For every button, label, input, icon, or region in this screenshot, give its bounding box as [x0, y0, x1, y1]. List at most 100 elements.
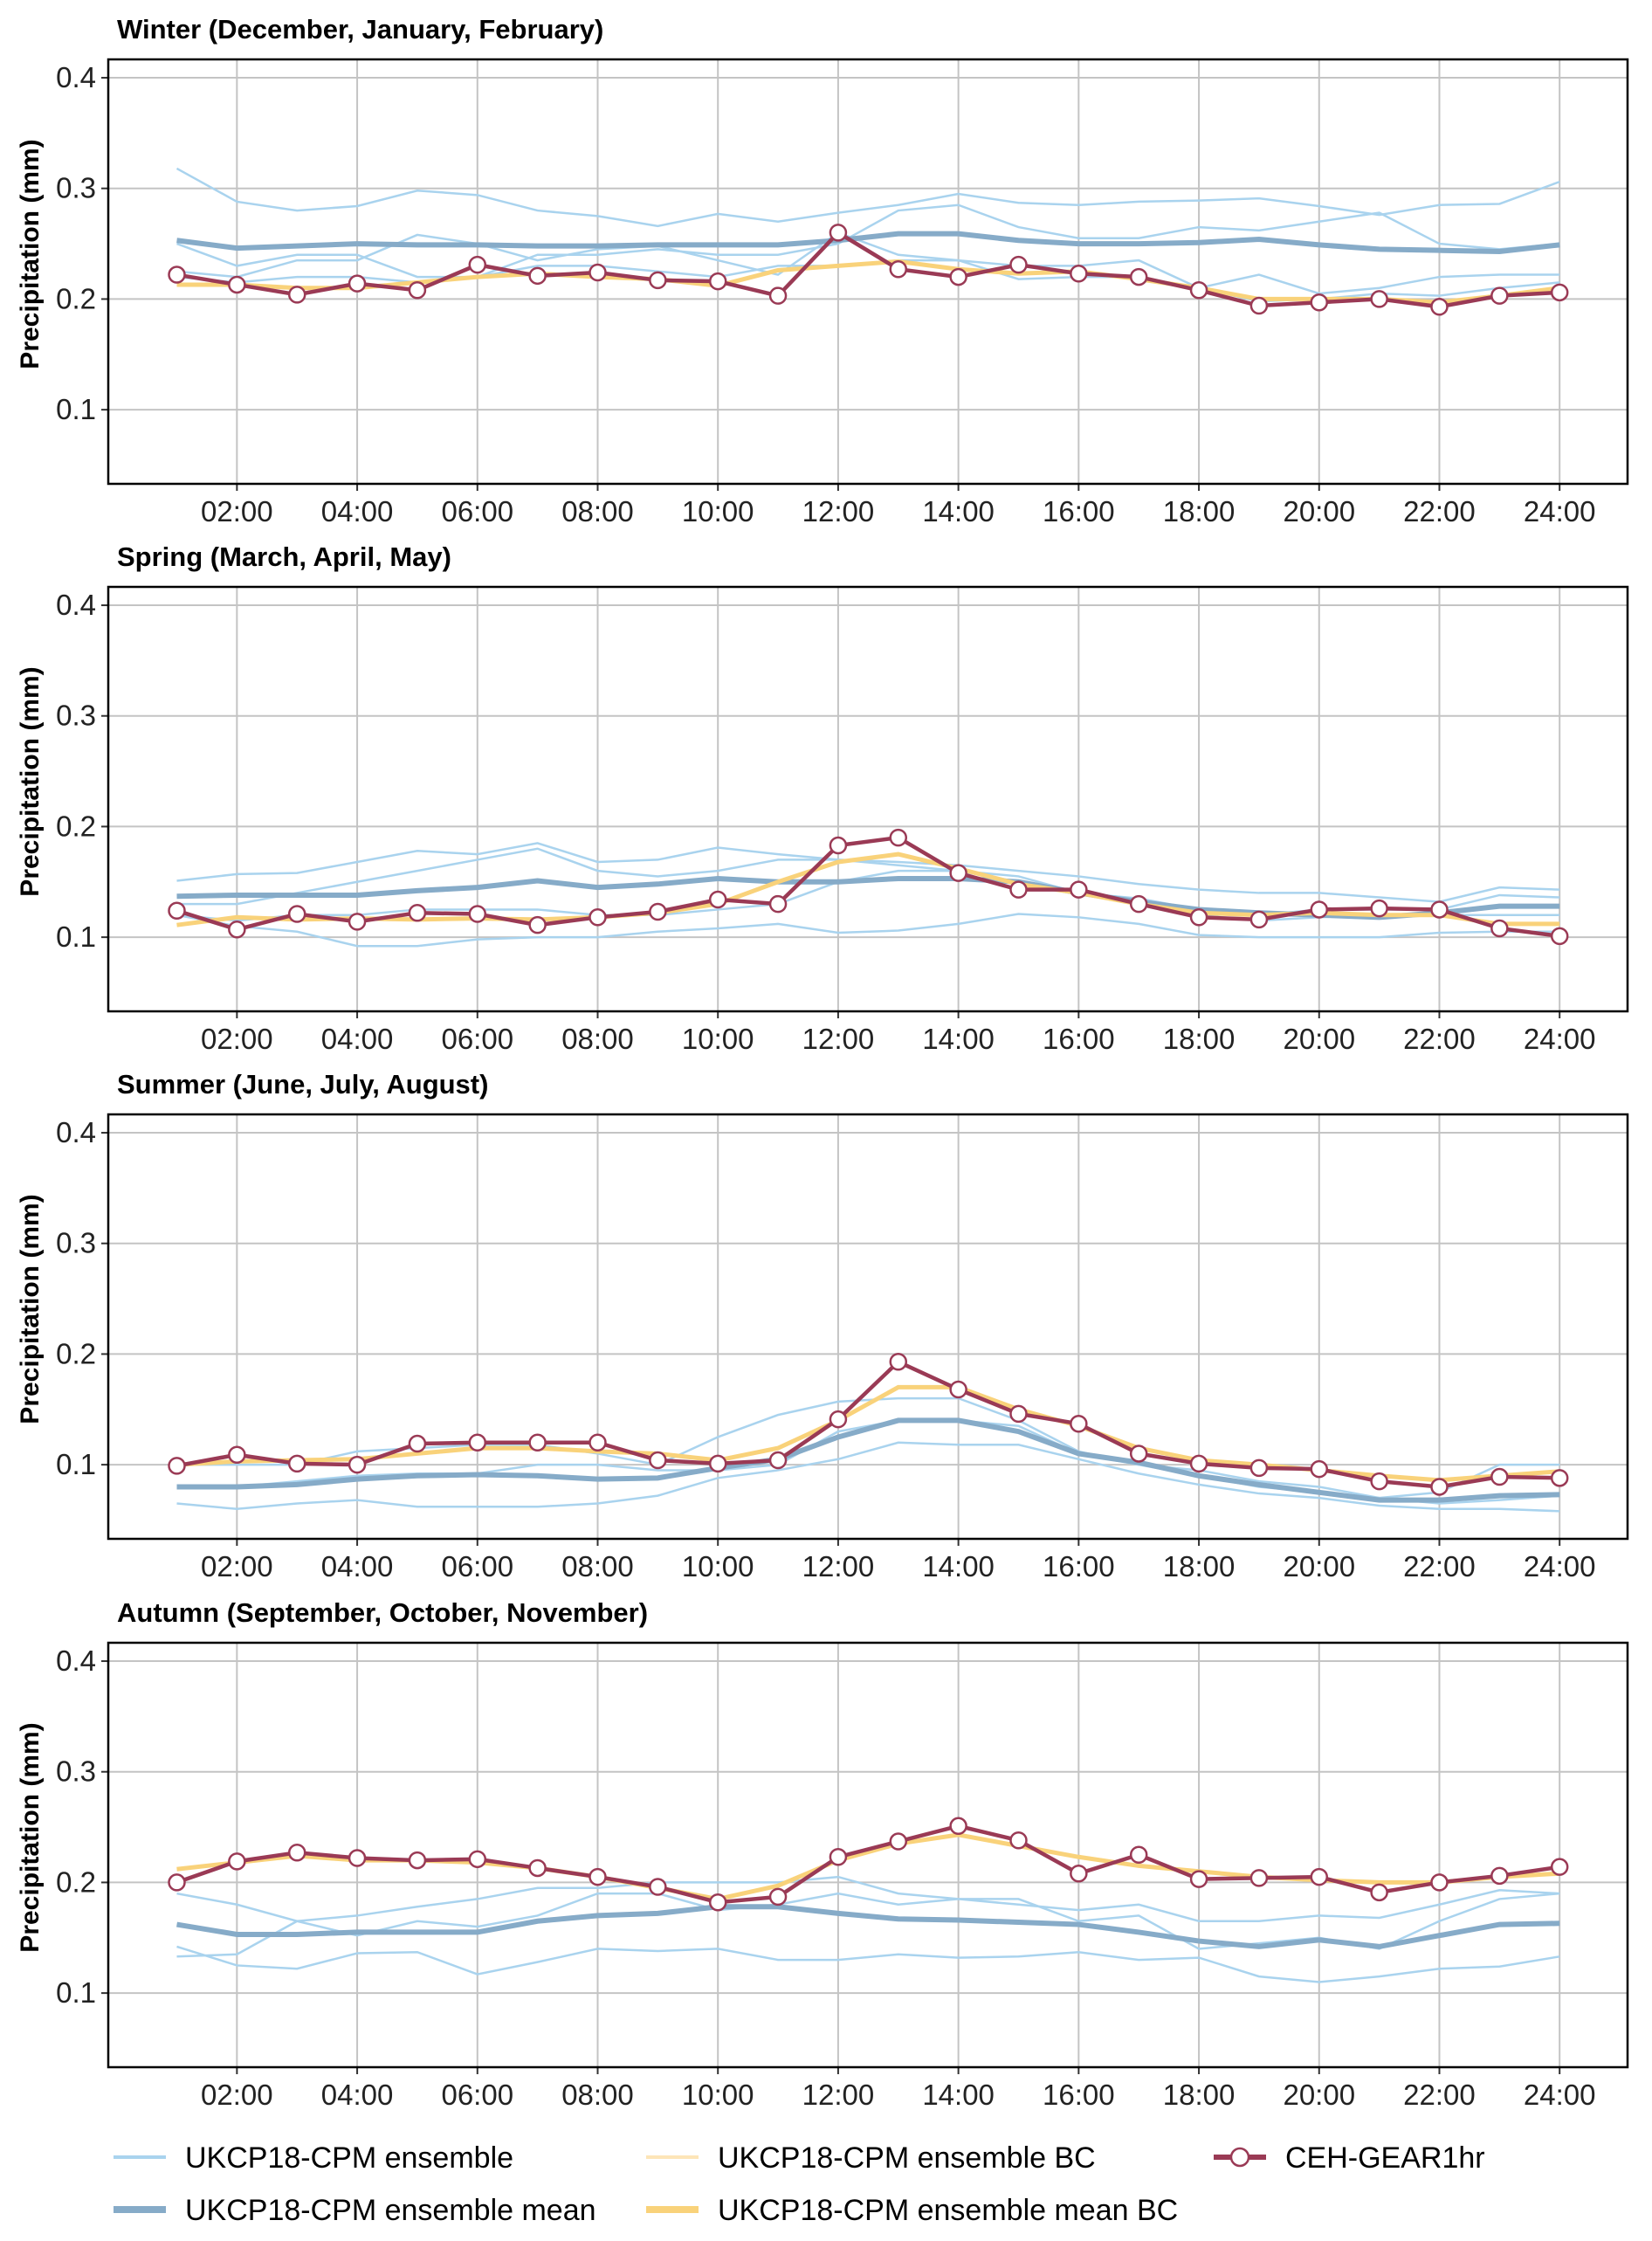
ceh-gear1hr-point: [1490, 919, 1509, 938]
ceh-gear1hr-point: [1249, 1458, 1269, 1478]
ceh-gear1hr-point: [408, 1851, 427, 1870]
ceh-gear1hr-point: [1189, 1870, 1208, 1888]
x-tick-label: 14:00: [922, 1023, 995, 1055]
ceh-gear1hr-point: [829, 1848, 848, 1866]
plot-frame: [107, 1641, 1629, 2069]
ceh-gear1hr-point: [348, 913, 367, 931]
ceh-gear1hr-point: [589, 263, 607, 282]
ensemble-member-line: [176, 842, 1560, 903]
legend-label: UKCP18-CPM ensemble mean: [185, 2194, 596, 2227]
ceh-gear1hr-point: [1189, 1454, 1208, 1473]
ensemble-member-line: [176, 231, 1560, 295]
ceh-gear1hr-point: [1490, 1866, 1509, 1886]
ceh-gear1hr-point: [287, 905, 306, 923]
ceh-gear1hr-point: [168, 1873, 186, 1892]
ceh-gear1hr-point: [1370, 290, 1388, 308]
ceh-gear1hr-point: [1310, 293, 1329, 312]
ensemble-member-line: [176, 1945, 1560, 1983]
ceh-gear1hr-point: [287, 1454, 306, 1473]
ceh-gear1hr-point: [228, 1445, 246, 1464]
ceh-gear1hr-point: [889, 259, 908, 279]
ceh-gear1hr-point: [829, 1410, 848, 1429]
ceh-gear1hr-point: [649, 1451, 667, 1470]
ceh-gear1hr-point: [1310, 1459, 1329, 1479]
ensemble-mean-bc-line: [176, 1832, 1560, 1901]
ensemble-member-line: [176, 259, 1560, 303]
ensemble-mean-line: [176, 1904, 1560, 1949]
ceh-gear1hr-point: [528, 915, 547, 934]
x-tick-label: 10:00: [682, 1023, 754, 1055]
x-tick-label: 24:00: [1524, 1550, 1596, 1582]
x-tick-label: 20:00: [1283, 495, 1355, 527]
legend-label: UKCP18-CPM ensemble: [185, 2141, 513, 2175]
ensemble-mean-line: [176, 875, 1560, 921]
x-tick-label: 16:00: [1043, 1023, 1115, 1055]
ceh-gear1hr-point: [348, 274, 367, 293]
ceh-gear1hr-point: [1490, 1467, 1509, 1486]
ceh-gear1hr-point: [228, 920, 246, 939]
x-tick-label: 12:00: [802, 2079, 875, 2111]
ceh-gear1hr-point: [1430, 900, 1449, 919]
ceh-gear1hr-point: [889, 1832, 908, 1851]
ceh-gear1hr-point: [649, 902, 667, 921]
x-tick-label: 12:00: [802, 1023, 875, 1055]
ensemble-mean-bc-line: [176, 259, 1560, 305]
x-tick-label: 06:00: [441, 1550, 513, 1582]
y-tick-label: 0.3: [56, 172, 96, 204]
ensemble-member-line: [176, 1419, 1560, 1505]
panel-title: Summer (June, July, August): [117, 1069, 488, 1100]
ceh-gear1hr-point: [589, 1433, 607, 1452]
ceh-gear1hr-point: [528, 266, 547, 286]
ceh-gear1hr-point: [1189, 908, 1208, 927]
ceh-gear1hr-point: [1249, 910, 1269, 929]
ensemble-member-line: [176, 1441, 1560, 1513]
x-tick-label: 02:00: [201, 1550, 273, 1582]
ceh-gear1hr-point: [1550, 1469, 1569, 1487]
ceh-gear1hr-point: [1430, 1873, 1449, 1892]
ceh-gear1hr-line: [176, 230, 1560, 309]
ceh-gear1hr-point: [408, 281, 427, 300]
ceh-gear1hr-point: [768, 1887, 788, 1907]
x-tick-label: 06:00: [441, 1023, 513, 1055]
y-tick-label: 0.2: [56, 1337, 96, 1369]
y-tick-label: 0.3: [56, 1755, 96, 1788]
x-tick-label: 08:00: [561, 495, 634, 527]
y-tick-label: 0.1: [56, 921, 96, 953]
x-tick-label: 16:00: [1043, 2079, 1115, 2111]
ensemble-member-line: [176, 1396, 1560, 1500]
ceh-gear1hr-point: [168, 1457, 186, 1475]
ceh-gear1hr-point: [768, 894, 788, 914]
x-tick-label: 08:00: [561, 1023, 634, 1055]
x-tick-label: 06:00: [441, 2079, 513, 2111]
ceh-gear1hr-point: [768, 1451, 788, 1470]
ceh-gear1hr-point: [1129, 1445, 1148, 1463]
ceh-gear1hr-point: [708, 1454, 727, 1473]
ceh-gear1hr-point: [1430, 298, 1449, 316]
ceh-gear1hr-point: [528, 1433, 547, 1452]
y-axis-label: Precipitation (mm): [16, 1722, 45, 1952]
legend-item-ceh: CEH-GEAR1hr: [1214, 2141, 1485, 2175]
ceh-gear1hr-point: [1550, 283, 1569, 302]
x-tick-label: 02:00: [201, 1023, 273, 1055]
ensemble-member-line: [176, 167, 1560, 228]
ceh-gear1hr-point: [287, 1843, 306, 1862]
ceh-gear1hr-point: [1129, 1845, 1148, 1864]
ceh-gear1hr-point: [287, 286, 306, 304]
ceh-gear1hr-point: [949, 864, 967, 882]
y-tick-label: 0.4: [56, 589, 96, 621]
x-tick-label: 04:00: [321, 2079, 394, 2111]
legend-item-ensemble_bc: UKCP18-CPM ensemble BC: [646, 2141, 1096, 2175]
ceh-gear1hr-point: [829, 836, 848, 855]
x-tick-label: 04:00: [321, 1023, 394, 1055]
legend-item-mean: UKCP18-CPM ensemble mean: [114, 2194, 596, 2227]
legend-item-ensemble: UKCP18-CPM ensemble: [114, 2141, 513, 2175]
ceh-gear1hr-point: [1310, 900, 1329, 919]
ceh-gear1hr-point: [649, 271, 667, 290]
ceh-gear1hr-point: [1370, 899, 1388, 918]
x-tick-label: 22:00: [1403, 1023, 1476, 1055]
ceh-gear1hr-point: [768, 286, 788, 305]
x-tick-label: 14:00: [922, 495, 995, 527]
x-tick-label: 20:00: [1283, 2079, 1355, 2111]
ceh-gear1hr-point: [1310, 1867, 1329, 1886]
